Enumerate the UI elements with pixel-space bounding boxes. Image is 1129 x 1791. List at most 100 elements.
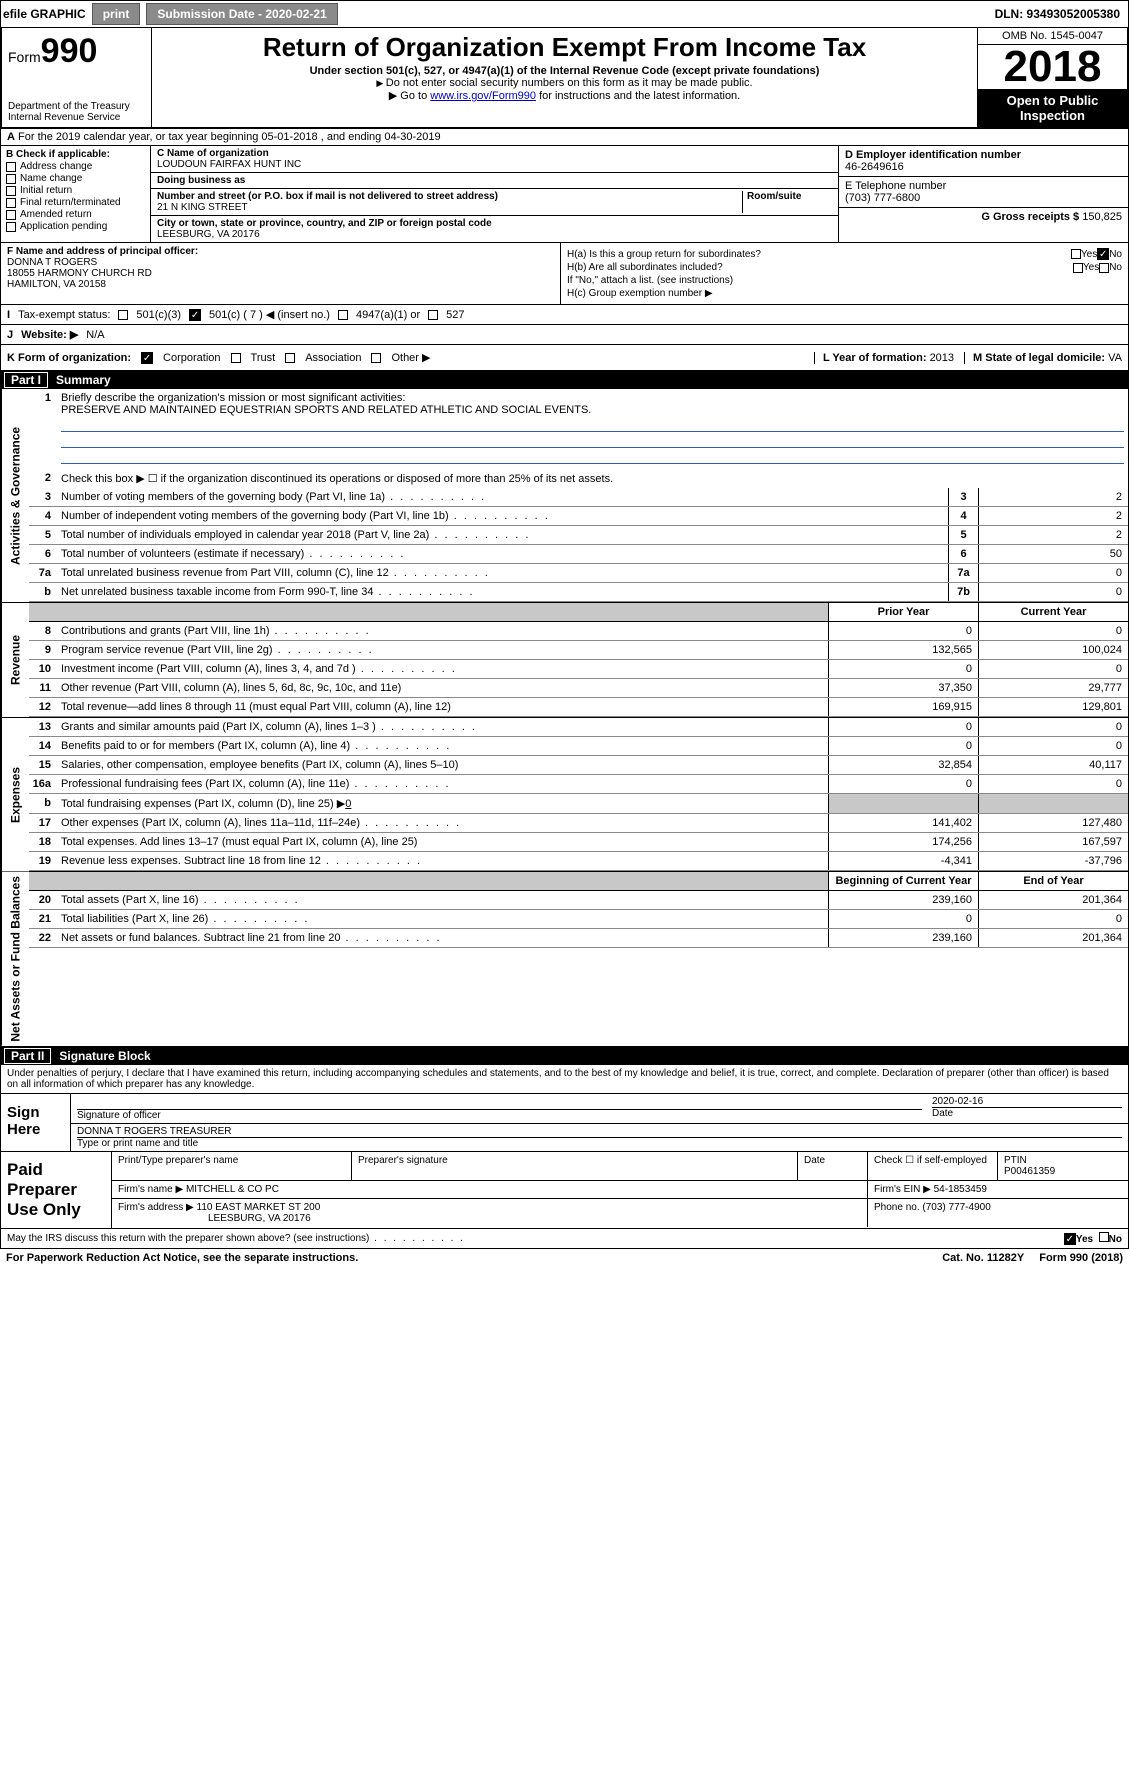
header-right: OMB No. 1545-0047 2018 Open to Public In…	[977, 28, 1127, 127]
print-button[interactable]: print	[92, 3, 141, 25]
chk-527[interactable]	[428, 310, 438, 320]
chk-hb-yes[interactable]	[1073, 263, 1083, 273]
chk-501c[interactable]: ✓	[189, 309, 201, 321]
discuss-text: May the IRS discuss this return with the…	[7, 1233, 465, 1244]
chk-self-employed: Check ☐ if self-employed	[868, 1152, 998, 1180]
hdr-end: End of Year	[978, 872, 1128, 890]
block-bcdeg: B Check if applicable: Address change Na…	[0, 146, 1129, 243]
c9: 100,024	[978, 641, 1128, 659]
l1-label: Briefly describe the organization's miss…	[61, 392, 405, 404]
paid-preparer-row: Paid Preparer Use Only Print/Type prepar…	[1, 1151, 1128, 1228]
chk-application-pending[interactable]	[6, 222, 16, 232]
line-13: Grants and similar amounts paid (Part IX…	[57, 718, 828, 736]
officer-name: DONNA T ROGERS	[7, 257, 554, 268]
line-14: Benefits paid to or for members (Part IX…	[57, 737, 828, 755]
part2-title: Signature Block	[59, 1049, 150, 1063]
chk-final-return[interactable]	[6, 198, 16, 208]
chk-name-change[interactable]	[6, 174, 16, 184]
officer-printed: DONNA T ROGERS TREASURER	[77, 1126, 1122, 1138]
line-5: Total number of individuals employed in …	[57, 526, 948, 544]
part1-revenue: Revenue Prior YearCurrent Year 8Contribu…	[0, 603, 1129, 718]
c19: -37,796	[978, 852, 1128, 870]
val-6: 50	[978, 545, 1128, 563]
chk-assoc[interactable]	[285, 353, 295, 363]
p15: 32,854	[828, 756, 978, 774]
label-gross: G Gross receipts $	[981, 211, 1079, 223]
c18: 167,597	[978, 833, 1128, 851]
opt-corp: Corporation	[163, 352, 220, 364]
submission-date-button[interactable]: Submission Date - 2020-02-21	[146, 3, 337, 25]
chk-501c3[interactable]	[118, 310, 128, 320]
chk-hb-no[interactable]	[1099, 263, 1109, 273]
chk-address-change[interactable]	[6, 162, 16, 172]
firm-ein: 54-1853459	[934, 1184, 987, 1195]
label-ein: D Employer identification number	[845, 149, 1122, 161]
note-link: ▶ Go to www.irs.gov/Form990 for instruct…	[160, 89, 969, 102]
sign-here-row: Sign Here Signature of officer 2020-02-1…	[1, 1094, 1128, 1151]
org-addr: 21 N KING STREET	[157, 202, 742, 213]
c11: 29,777	[978, 679, 1128, 697]
label-domicile: M State of legal domicile:	[973, 352, 1105, 364]
chk-discuss-no[interactable]	[1099, 1232, 1109, 1242]
note2-pre: Go to	[400, 90, 430, 102]
open-inspection: Open to Public Inspection	[978, 89, 1127, 127]
sig-date: 2020-02-16	[932, 1096, 1122, 1108]
line-22: Net assets or fund balances. Subtract li…	[57, 929, 828, 947]
bottom-footer: For Paperwork Reduction Act Notice, see …	[0, 1249, 1129, 1267]
chk-other[interactable]	[371, 353, 381, 363]
sig-officer-label: Signature of officer	[77, 1110, 922, 1121]
c14: 0	[978, 737, 1128, 755]
ha-yes: Yes	[1081, 249, 1097, 260]
chk-trust[interactable]	[231, 353, 241, 363]
chk-ha-yes[interactable]	[1071, 249, 1081, 259]
p21: 0	[828, 910, 978, 928]
ps-label: Preparer's signature	[352, 1152, 798, 1180]
hdr-begin: Beginning of Current Year	[828, 872, 978, 890]
box-k: K Form of organization: ✓Corporation Tru…	[0, 345, 1129, 371]
domicile: VA	[1108, 352, 1122, 364]
form990-link[interactable]: www.irs.gov/Form990	[430, 90, 536, 102]
opt-other: Other ▶	[391, 351, 430, 364]
chk-discuss-yes[interactable]: ✓	[1064, 1233, 1076, 1245]
line-7b: Net unrelated business taxable income fr…	[57, 583, 948, 601]
header-title-block: Return of Organization Exempt From Incom…	[152, 28, 977, 127]
chk-ha-no[interactable]: ✓	[1097, 248, 1109, 260]
sig-date-label: Date	[932, 1108, 1122, 1119]
opt-4947: 4947(a)(1) or	[356, 309, 420, 321]
line-11: Other revenue (Part VIII, column (A), li…	[57, 679, 828, 697]
val-5: 2	[978, 526, 1128, 544]
pra-notice: For Paperwork Reduction Act Notice, see …	[6, 1252, 358, 1264]
l16b-text: Total fundraising expenses (Part IX, col…	[61, 798, 345, 810]
chk-initial-return[interactable]	[6, 186, 16, 196]
label-exempt: Tax-exempt status:	[18, 309, 110, 321]
chk-4947[interactable]	[338, 310, 348, 320]
chk-corp[interactable]: ✓	[141, 352, 153, 364]
part1-title: Summary	[56, 373, 111, 387]
label-website: Website: ▶	[21, 328, 78, 341]
chk-amended[interactable]	[6, 210, 16, 220]
p9: 132,565	[828, 641, 978, 659]
line-6: Total number of volunteers (estimate if …	[57, 545, 948, 563]
h-note: If "No," attach a list. (see instruction…	[567, 275, 733, 286]
opt-assoc: Association	[305, 352, 361, 364]
l1-value: PRESERVE AND MAINTAINED EQUESTRIAN SPORT…	[61, 404, 591, 416]
hdr-current: Current Year	[978, 603, 1128, 621]
val-7a: 0	[978, 564, 1128, 582]
label-officer: F Name and address of principal officer:	[7, 246, 554, 257]
c12: 129,801	[978, 698, 1128, 716]
ptin-label: PTIN	[1004, 1155, 1027, 1166]
l16b-val: 0	[345, 798, 351, 810]
p22: 239,160	[828, 929, 978, 947]
box-c: C Name of organization LOUDOUN FAIRFAX H…	[151, 146, 838, 242]
h-b: H(b) Are all subordinates included?	[567, 262, 1073, 273]
c8: 0	[978, 622, 1128, 640]
note2-post: for instructions and the latest informat…	[536, 90, 740, 102]
paid-label: Paid Preparer Use Only	[1, 1152, 111, 1228]
prep-date-label: Date	[798, 1152, 868, 1180]
line-18: Total expenses. Add lines 13–17 (must eq…	[57, 833, 828, 851]
form-header: Form990 Department of the Treasury Inter…	[0, 28, 1129, 129]
p10: 0	[828, 660, 978, 678]
opt-amended: Amended return	[20, 209, 92, 220]
ha-no: No	[1109, 249, 1122, 260]
dept-line: Department of the Treasury	[8, 101, 145, 112]
